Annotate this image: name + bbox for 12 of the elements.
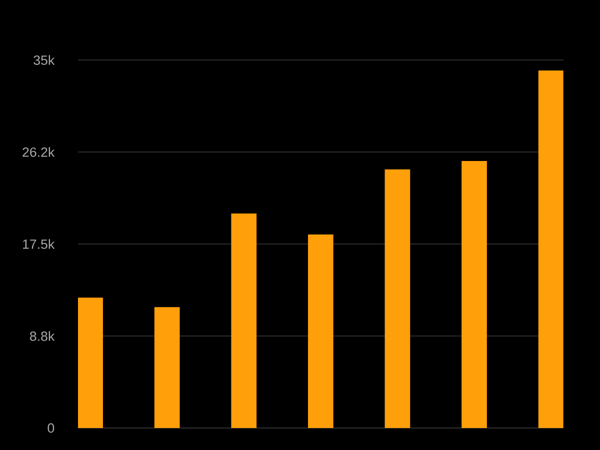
bar — [462, 160, 487, 428]
bar — [154, 307, 180, 428]
y-tick-label: 17.5k — [23, 239, 55, 249]
bar — [231, 214, 257, 428]
y-tick-label: 0 — [48, 423, 54, 433]
bar — [384, 169, 410, 428]
bar — [538, 70, 564, 428]
bar — [78, 298, 103, 428]
y-tick-label: 8.8k — [30, 331, 55, 341]
bar — [308, 234, 334, 428]
y-tick-label: 35k — [34, 55, 55, 65]
y-tick-label: 26.2k — [22, 147, 55, 157]
